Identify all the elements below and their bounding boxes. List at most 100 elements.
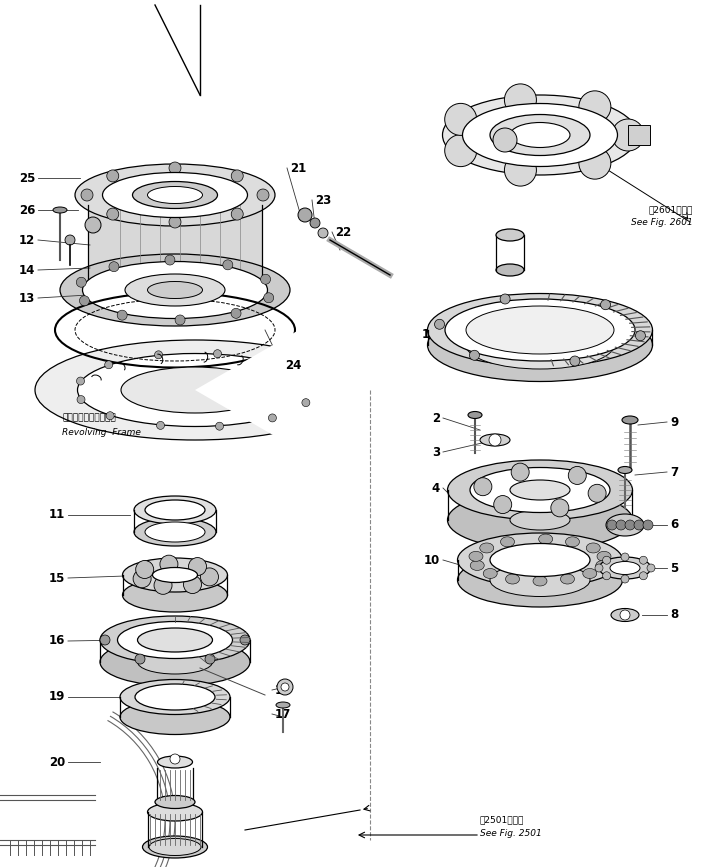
Ellipse shape — [145, 500, 205, 520]
Circle shape — [505, 154, 536, 186]
Circle shape — [65, 235, 75, 245]
Circle shape — [635, 330, 645, 341]
Ellipse shape — [143, 836, 208, 858]
Ellipse shape — [596, 560, 610, 570]
Text: 3: 3 — [432, 446, 440, 459]
Wedge shape — [195, 309, 357, 471]
Circle shape — [183, 576, 201, 594]
Circle shape — [277, 679, 293, 695]
Circle shape — [569, 466, 586, 485]
Ellipse shape — [138, 650, 213, 674]
Ellipse shape — [123, 578, 227, 612]
Text: 15: 15 — [48, 571, 65, 584]
Ellipse shape — [447, 460, 633, 520]
Ellipse shape — [560, 574, 574, 584]
Ellipse shape — [125, 274, 225, 306]
Text: 20: 20 — [48, 755, 65, 768]
Circle shape — [257, 189, 269, 201]
Ellipse shape — [77, 354, 312, 427]
Ellipse shape — [75, 164, 275, 226]
Circle shape — [640, 571, 647, 580]
Ellipse shape — [501, 537, 515, 547]
Circle shape — [154, 577, 172, 595]
Text: 1: 1 — [422, 329, 430, 342]
Text: 22: 22 — [335, 225, 351, 238]
Circle shape — [157, 421, 164, 429]
Circle shape — [77, 277, 86, 287]
Circle shape — [551, 499, 569, 517]
Text: 16: 16 — [48, 635, 65, 648]
Circle shape — [109, 262, 119, 271]
Circle shape — [607, 520, 617, 530]
Ellipse shape — [60, 254, 290, 326]
Ellipse shape — [428, 309, 652, 381]
Circle shape — [601, 300, 611, 310]
Ellipse shape — [583, 569, 597, 578]
Circle shape — [268, 414, 277, 422]
Ellipse shape — [470, 467, 610, 512]
Ellipse shape — [505, 574, 519, 584]
Ellipse shape — [445, 299, 635, 361]
Text: 第2601図参照: 第2601図参照 — [649, 205, 693, 214]
Ellipse shape — [133, 181, 218, 208]
Circle shape — [612, 119, 644, 151]
Text: 19: 19 — [48, 690, 65, 703]
Bar — [628, 125, 650, 145]
Ellipse shape — [510, 122, 570, 147]
Circle shape — [493, 128, 517, 152]
Ellipse shape — [442, 95, 637, 175]
Circle shape — [133, 570, 151, 588]
Circle shape — [588, 485, 606, 502]
Circle shape — [107, 170, 119, 182]
Ellipse shape — [121, 367, 269, 413]
Circle shape — [435, 319, 444, 329]
Ellipse shape — [428, 294, 652, 367]
Ellipse shape — [276, 702, 290, 708]
Ellipse shape — [149, 838, 201, 856]
Circle shape — [105, 361, 113, 368]
Ellipse shape — [533, 576, 547, 586]
Ellipse shape — [468, 412, 482, 419]
Circle shape — [500, 294, 510, 304]
Ellipse shape — [134, 518, 216, 546]
Circle shape — [107, 208, 119, 220]
Circle shape — [205, 654, 215, 664]
Ellipse shape — [618, 466, 632, 473]
Ellipse shape — [479, 543, 494, 553]
Circle shape — [511, 463, 529, 481]
Circle shape — [160, 555, 178, 573]
Circle shape — [302, 399, 310, 407]
Ellipse shape — [490, 114, 590, 155]
Text: 5: 5 — [670, 562, 678, 575]
Ellipse shape — [586, 543, 600, 553]
Ellipse shape — [120, 700, 230, 734]
Ellipse shape — [606, 514, 644, 536]
Text: See Fig. 2601: See Fig. 2601 — [631, 218, 693, 226]
Circle shape — [216, 422, 223, 430]
Circle shape — [489, 434, 501, 446]
Text: 24: 24 — [285, 358, 301, 371]
Circle shape — [231, 208, 243, 220]
Ellipse shape — [490, 544, 590, 577]
Text: 13: 13 — [19, 291, 35, 304]
Text: 6: 6 — [670, 518, 678, 531]
Ellipse shape — [117, 622, 232, 659]
Circle shape — [444, 103, 477, 135]
Ellipse shape — [458, 533, 623, 587]
Text: 26: 26 — [19, 204, 35, 217]
Ellipse shape — [147, 282, 202, 298]
Ellipse shape — [510, 510, 570, 530]
Ellipse shape — [100, 638, 250, 686]
Ellipse shape — [135, 684, 215, 710]
Circle shape — [170, 754, 180, 764]
Ellipse shape — [138, 628, 213, 652]
Text: 第2501図参照: 第2501図参照 — [480, 816, 524, 825]
Bar — [88, 205, 262, 290]
Text: See Fig. 2501: See Fig. 2501 — [480, 829, 542, 838]
Circle shape — [154, 351, 163, 359]
Ellipse shape — [466, 306, 614, 354]
Circle shape — [201, 568, 218, 586]
Text: 11: 11 — [48, 509, 65, 521]
Circle shape — [77, 377, 84, 385]
Text: 8: 8 — [670, 609, 678, 622]
